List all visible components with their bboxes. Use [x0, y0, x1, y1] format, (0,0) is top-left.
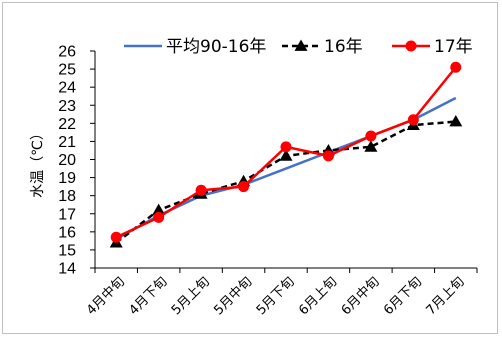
series-1 [115, 96, 457, 241]
legend-label: 16年 [324, 37, 363, 57]
data-point [365, 130, 377, 142]
x-tick-label: 6月下旬 [381, 274, 425, 318]
x-tick-label: 6月中旬 [339, 274, 383, 318]
data-point [279, 149, 293, 161]
y-axis-label: 水温（℃） [30, 126, 46, 198]
chart-frame [2, 2, 498, 334]
data-point [110, 231, 122, 243]
legend-label: 平均90-16年 [166, 37, 266, 57]
legend: 平均90-16年 16年 17年 [124, 37, 473, 57]
series-layer [109, 61, 463, 248]
y-tick-label: 21 [58, 134, 76, 151]
data-point [294, 39, 308, 51]
series-line [115, 120, 456, 244]
y-tick-label: 20 [58, 152, 76, 169]
data-point [407, 114, 419, 126]
legend-label: 17年 [434, 37, 473, 57]
data-point [153, 211, 165, 223]
y-tick-label: 15 [58, 242, 76, 259]
series-2 [109, 115, 463, 248]
x-tick-label: 6月上旬 [296, 274, 340, 318]
y-tick-label: 24 [58, 80, 76, 97]
y-tick-label: 22 [58, 116, 76, 133]
data-point [405, 40, 417, 52]
y-tick-label: 19 [58, 170, 76, 187]
data-point [152, 203, 166, 216]
y-tick-label: 16 [58, 224, 76, 241]
y-tick-label: 23 [58, 98, 76, 115]
y-tick-label: 26 [58, 44, 76, 61]
y-tick-label: 25 [58, 62, 76, 79]
axes: 141516171819202122232425264月中旬4月下旬5月上旬5月… [58, 44, 478, 318]
data-point [449, 115, 463, 127]
data-point [238, 181, 250, 193]
y-tick-label: 18 [58, 188, 76, 205]
y-tick-label: 17 [58, 206, 76, 223]
y-tick-label: 14 [58, 261, 76, 278]
x-tick-label: 5月上旬 [169, 274, 213, 318]
data-point [322, 150, 334, 162]
data-point [280, 141, 292, 153]
x-tick-label: 4月下旬 [126, 274, 170, 318]
data-point [195, 184, 207, 196]
x-tick-label: 5月下旬 [254, 274, 298, 318]
x-tick-label: 7月上旬 [424, 274, 468, 318]
data-point [364, 140, 378, 152]
series-line [115, 96, 457, 241]
data-point [450, 61, 462, 73]
x-tick-label: 5月中旬 [211, 274, 255, 318]
series-3 [110, 61, 462, 243]
x-tick-label: 4月中旬 [84, 274, 128, 318]
